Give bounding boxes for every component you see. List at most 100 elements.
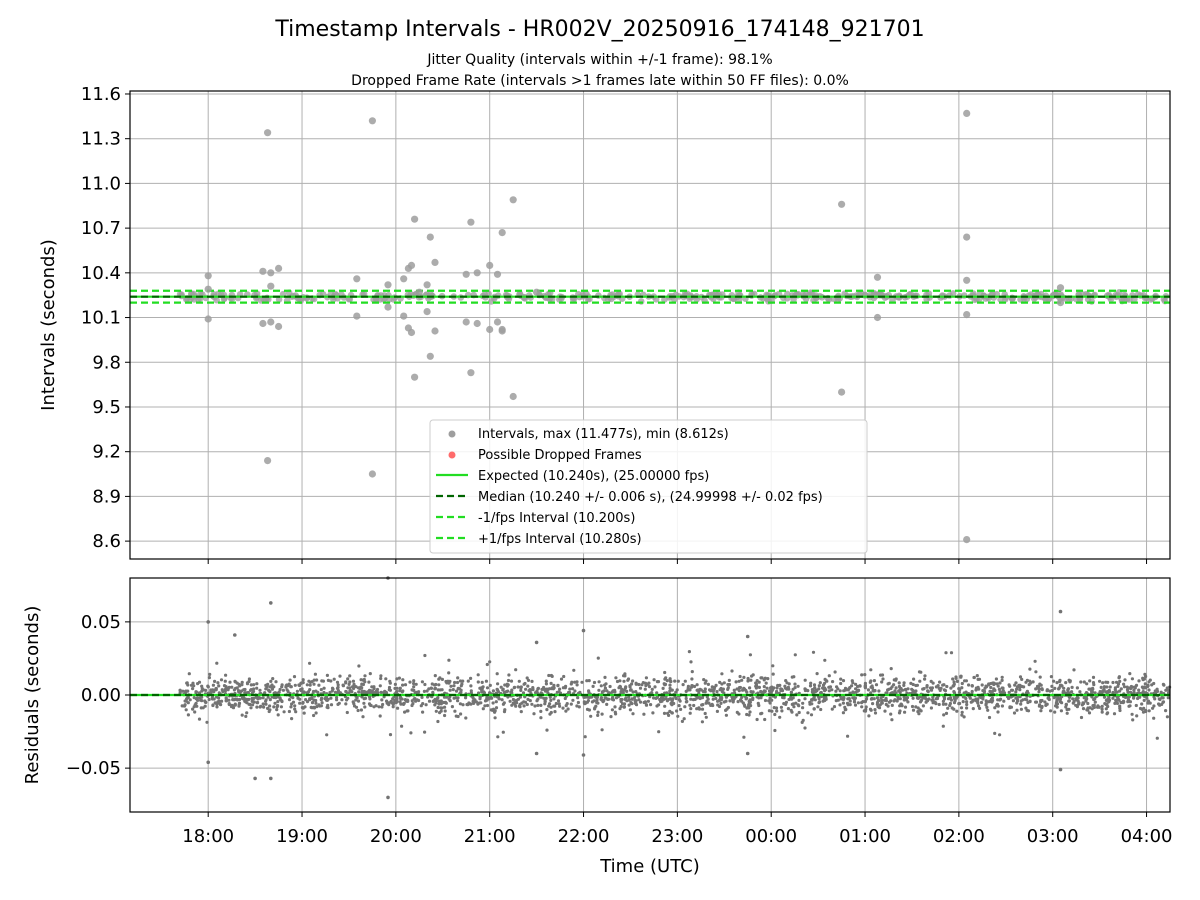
residual-point (646, 682, 650, 686)
residual-point (986, 708, 990, 712)
residual-point (745, 751, 750, 756)
residual-point (995, 703, 999, 708)
residual-point (328, 690, 332, 695)
residual-point (970, 684, 974, 688)
residual-point (194, 701, 198, 705)
residual-point (249, 683, 253, 687)
residual-point (595, 695, 600, 700)
residual-point (556, 699, 561, 703)
x-tick-label: 23:00 (651, 826, 703, 847)
intervals-reference-lines (130, 289, 1170, 304)
residual-point (346, 677, 350, 681)
residual-point (620, 690, 624, 694)
residual-point (1165, 715, 1169, 719)
residual-point (412, 681, 416, 686)
residual-point (910, 704, 915, 709)
residual-point (573, 689, 577, 693)
residual-point (757, 685, 762, 690)
residual-point (683, 679, 687, 683)
residual-point (436, 705, 440, 710)
residual-point (240, 713, 244, 717)
residual-point (785, 681, 789, 685)
residual-point (427, 687, 431, 691)
residual-point (571, 698, 575, 702)
residual-point (993, 706, 997, 710)
residual-point (962, 691, 966, 695)
residual-point (1070, 685, 1074, 690)
residual-point (433, 697, 437, 702)
residual-point (1128, 704, 1132, 708)
residual-point (184, 699, 188, 703)
residual-point (676, 714, 680, 718)
residual-point (502, 701, 506, 705)
residual-point (810, 690, 815, 694)
residual-point (1064, 681, 1068, 685)
interval-point (509, 392, 517, 401)
residuals-panel: −0.05 0.00 0.05 18:00 19:00 20:00 21:00 22:00 2… (22, 576, 1172, 877)
legend-box (429, 419, 868, 554)
residual-point (1105, 685, 1109, 689)
residual-point (1125, 688, 1130, 692)
residual-point (1131, 718, 1135, 722)
residual-point (1079, 715, 1084, 720)
residual-point (197, 680, 202, 684)
interval-point (204, 285, 212, 293)
residual-point (637, 682, 641, 687)
residual-point (506, 678, 511, 683)
residual-point (217, 684, 221, 688)
residual-point (344, 702, 348, 706)
residual-point (421, 710, 425, 714)
intervals-y-tick-label: 8.6 (92, 531, 121, 552)
x-tick-label: 22:00 (558, 826, 610, 847)
residual-point (550, 674, 554, 679)
residual-point (1011, 699, 1016, 703)
interval-point (204, 272, 212, 280)
residual-point (211, 683, 215, 687)
residual-point (869, 668, 873, 672)
residual-point (770, 709, 774, 713)
residual-point (890, 703, 894, 708)
residual-point (738, 674, 742, 679)
residual-point (724, 699, 728, 703)
residual-point (668, 686, 672, 690)
residual-point (491, 689, 495, 693)
residual-point (273, 701, 277, 705)
residual-point (546, 691, 550, 695)
residual-point (391, 705, 395, 709)
residual-point (319, 704, 323, 708)
residual-point (875, 696, 880, 700)
residual-point (276, 713, 280, 717)
residual-point (564, 709, 568, 713)
residual-point (1084, 699, 1088, 703)
x-tick-label: 20:00 (370, 826, 422, 847)
residual-point (411, 688, 415, 692)
residual-point (278, 687, 282, 692)
residual-point (429, 686, 434, 690)
residual-point (1000, 675, 1004, 679)
residual-point (850, 679, 854, 683)
residual-point (312, 682, 316, 686)
residual-point (1160, 696, 1164, 700)
residual-point (763, 698, 768, 703)
legend-entry-expected: Expected (10.240s), (25.00000 fps) (478, 469, 709, 484)
residual-point (690, 684, 695, 688)
residual-point (652, 678, 656, 682)
interval-point (426, 233, 434, 241)
residual-point (925, 685, 929, 689)
residual-point (731, 700, 735, 704)
residual-point (873, 711, 878, 715)
residual-point (423, 682, 427, 687)
residual-point (860, 673, 864, 677)
residual-point (1087, 711, 1092, 715)
residual-point (1055, 702, 1060, 706)
residual-point (596, 656, 600, 660)
residual-point (269, 679, 273, 684)
residual-point (748, 686, 752, 690)
residual-point (655, 691, 659, 695)
residual-point (996, 710, 1000, 714)
residual-point (622, 705, 626, 709)
residual-point (644, 703, 649, 707)
residual-point (786, 707, 791, 711)
residual-point (517, 679, 521, 683)
residual-point (345, 710, 349, 715)
